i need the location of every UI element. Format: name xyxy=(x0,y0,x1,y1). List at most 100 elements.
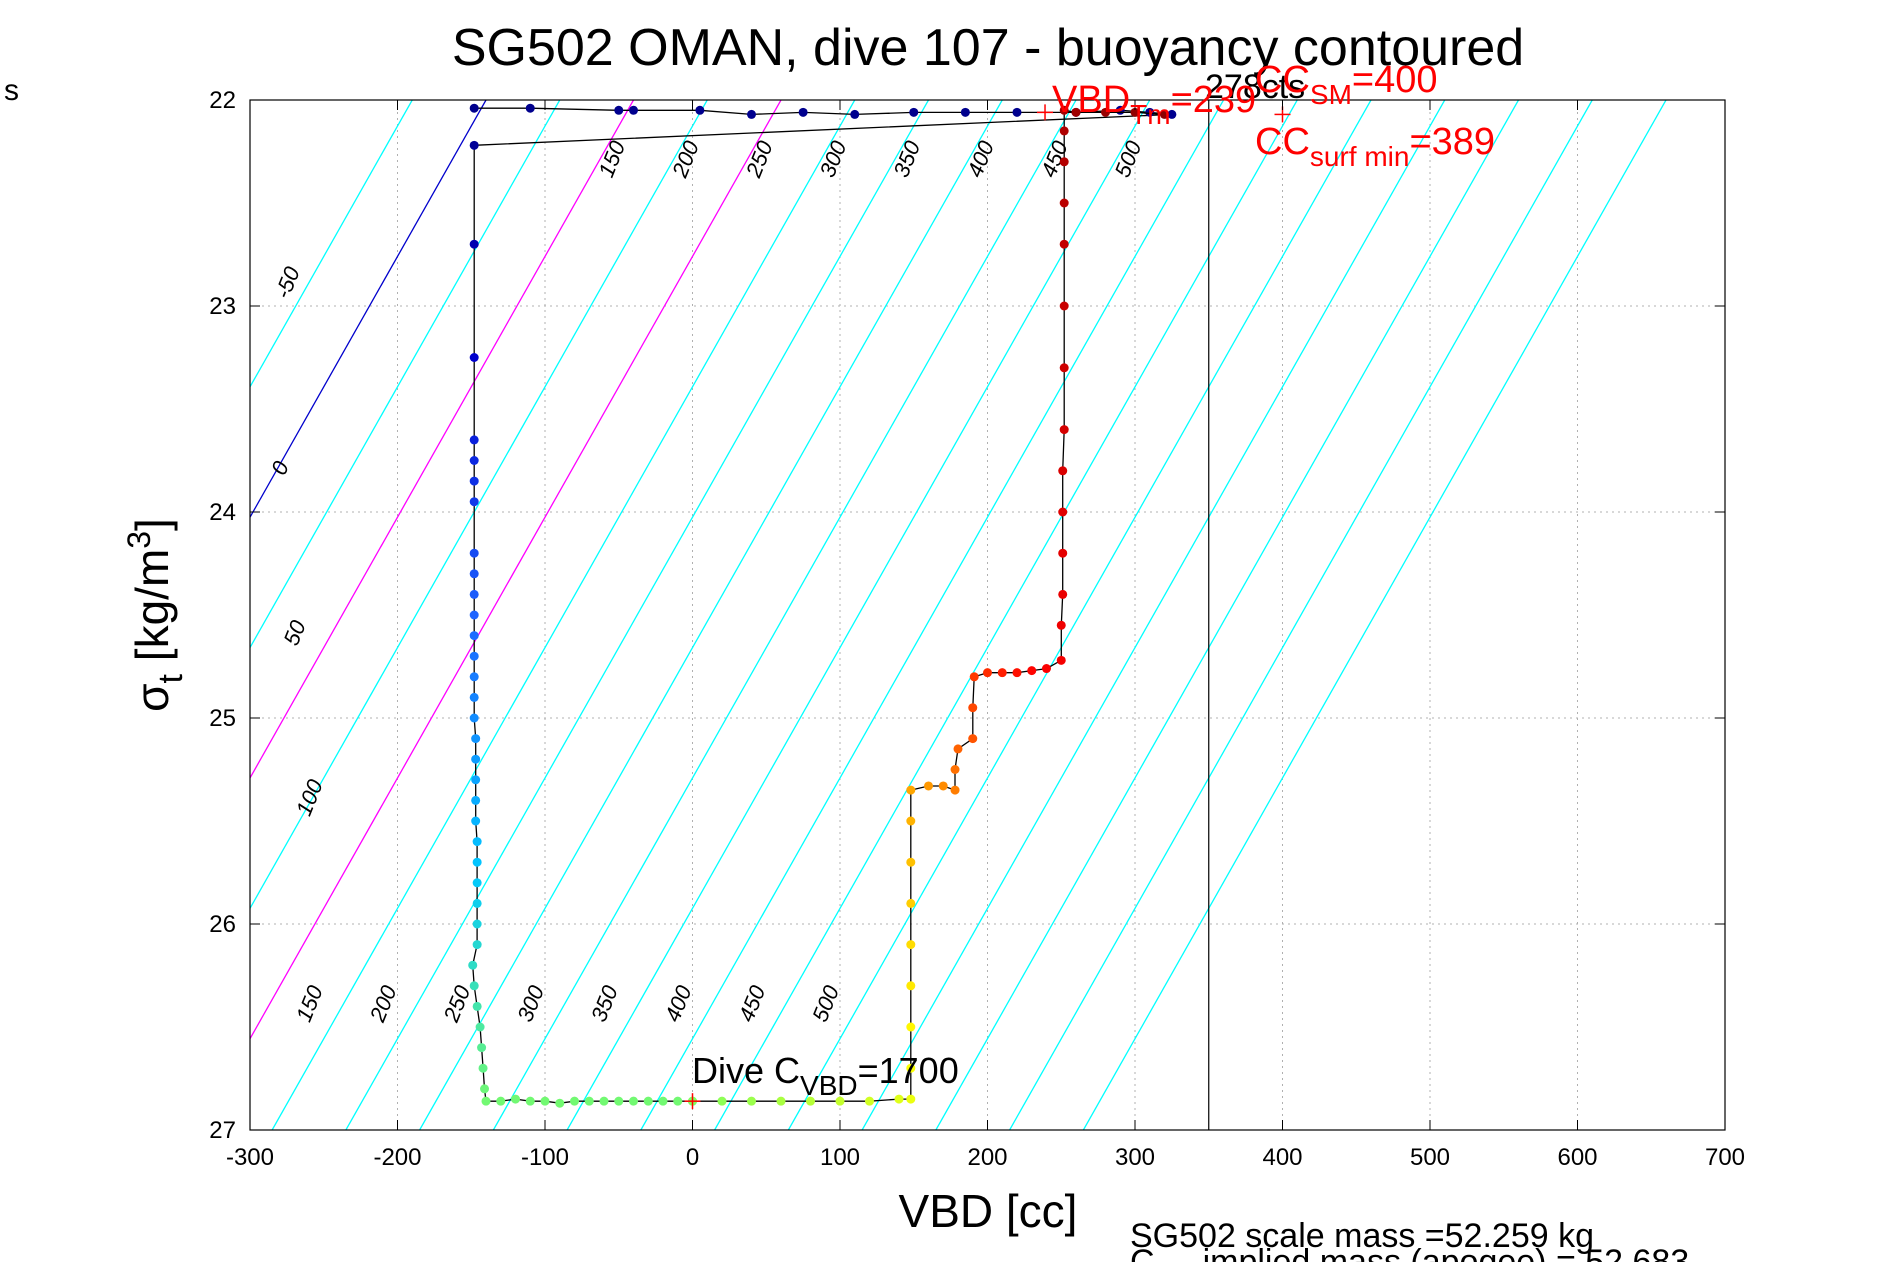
contour-label: 300 xyxy=(815,137,852,181)
contour-label: 150 xyxy=(593,137,630,181)
contour-line xyxy=(787,100,1372,1130)
descent-point xyxy=(570,1096,579,1106)
ascent-point xyxy=(1059,157,1069,167)
ascent-point xyxy=(938,781,948,791)
x-tick-label: 0 xyxy=(686,1144,699,1171)
ascent-point xyxy=(906,898,916,908)
ascent-point xyxy=(953,744,963,754)
ascent-point xyxy=(747,1096,756,1106)
contour-line xyxy=(861,100,1446,1130)
descent-point xyxy=(472,898,482,908)
descent-point xyxy=(469,651,479,661)
x-tick-label: -200 xyxy=(373,1144,421,1171)
descent-point xyxy=(471,754,481,764)
descent-point xyxy=(909,107,919,117)
dive-c-main: Dive C xyxy=(692,1050,800,1091)
descent-point xyxy=(472,878,482,888)
contour-line xyxy=(640,100,1225,1130)
y-axis-label: σt [kg/m3] xyxy=(121,518,190,712)
contour-label: 500 xyxy=(807,981,844,1025)
y-tick-label: 22 xyxy=(209,87,236,114)
contour-line xyxy=(250,100,708,910)
ascent-point xyxy=(924,781,933,791)
contour-labels: -50 0 50 100 150 200 250 300 350 400 450 500 150 200 2… xyxy=(266,137,1147,1027)
contour-label: 350 xyxy=(586,981,623,1025)
cc-sm-sub: SM xyxy=(1310,79,1352,110)
dive-c-sub: VBD xyxy=(800,1070,858,1101)
ascent-point xyxy=(968,734,978,744)
descent-point xyxy=(477,1043,487,1053)
contour-label: 400 xyxy=(962,137,999,181)
ascent-point xyxy=(1160,109,1169,119)
descent-point xyxy=(555,1098,565,1108)
ascent-point xyxy=(1056,655,1066,665)
x-axis-label: VBD [cc] xyxy=(899,1185,1078,1237)
cc-surf-annotation: CCsurf min=389 xyxy=(1255,121,1495,172)
vbd-tm-main: VBD xyxy=(1052,79,1130,121)
descent-point xyxy=(850,109,860,119)
descent-point xyxy=(469,548,479,558)
contour-line xyxy=(1009,100,1593,1130)
descent-point xyxy=(614,1096,624,1106)
axis-ticks: -300 -200 -100 0 100 200 300 400 500 600 700222324… xyxy=(209,87,1745,1171)
contour-line xyxy=(271,100,856,1130)
x-tick-label: 500 xyxy=(1410,1144,1450,1171)
descent-point xyxy=(540,1096,550,1106)
contour-label: 200 xyxy=(364,981,402,1026)
descent-point xyxy=(469,569,479,579)
chart-title: SG502 OMAN, dive 107 - buoyancy contoure… xyxy=(452,19,1524,77)
descent-point xyxy=(643,1096,653,1106)
y-tick-label: 24 xyxy=(209,499,236,526)
ascent-point xyxy=(1071,107,1081,117)
cc-surf-sub: surf min xyxy=(1310,141,1410,172)
footer-implied-rest: implied mass (apogee) = 52.683 xyxy=(1203,1243,1690,1262)
ascent-point xyxy=(968,703,978,713)
ascent-point xyxy=(906,981,916,991)
ascent-point xyxy=(1059,301,1069,311)
y-axis-label-units: [kg/m xyxy=(126,549,178,674)
descent-point xyxy=(584,1096,594,1106)
contour-line xyxy=(935,100,1520,1130)
ascent-point xyxy=(1059,363,1069,373)
descent-point xyxy=(472,1001,482,1011)
contour-label: 50 xyxy=(278,616,311,649)
x-tick-label: -100 xyxy=(521,1144,569,1171)
descent-point xyxy=(469,672,479,682)
x-tick-label: -300 xyxy=(226,1144,274,1171)
x-tick-label: 200 xyxy=(967,1144,1007,1171)
contour-line xyxy=(419,100,1003,1130)
descent-point xyxy=(1145,107,1155,117)
descent-point xyxy=(469,456,479,465)
edge-label: s xyxy=(4,74,19,107)
ascent-point xyxy=(1058,466,1068,476)
ascent-point xyxy=(1059,126,1069,136)
descent-point xyxy=(629,1096,638,1106)
ascent-point xyxy=(1059,425,1069,435)
ascent-point xyxy=(1059,198,1069,208)
y-tick-label: 27 xyxy=(209,1117,236,1144)
contour-label: 250 xyxy=(438,981,476,1026)
cc-surf-value: =389 xyxy=(1409,121,1495,163)
descent-point xyxy=(673,1096,683,1106)
ascent-point xyxy=(1056,620,1066,630)
ascent-point xyxy=(950,785,960,795)
descent-point xyxy=(469,497,479,507)
contour-label: 500 xyxy=(1110,137,1147,181)
descent-point xyxy=(525,103,535,113)
ascent-point xyxy=(776,1096,786,1106)
contour-label: 350 xyxy=(888,137,925,181)
descent-trace-line xyxy=(472,107,1172,1104)
descent-point xyxy=(469,353,479,362)
x-tick-label: 600 xyxy=(1557,1144,1597,1171)
y-tick-label: 26 xyxy=(209,911,236,938)
ascent-point xyxy=(950,765,960,774)
dive-c-annotation: Dive CVBD=1700 xyxy=(692,1050,959,1101)
vbd-tm-annotation: VBDTm=239 xyxy=(1052,79,1256,130)
footer-implied-c: C xyxy=(1130,1243,1155,1262)
descent-point xyxy=(469,435,479,445)
ascent-point xyxy=(983,668,992,678)
ascent-point xyxy=(906,1094,916,1104)
dive-c-value: =1700 xyxy=(858,1050,959,1091)
ascent-point xyxy=(806,1096,815,1106)
contour-label: 400 xyxy=(660,981,697,1025)
